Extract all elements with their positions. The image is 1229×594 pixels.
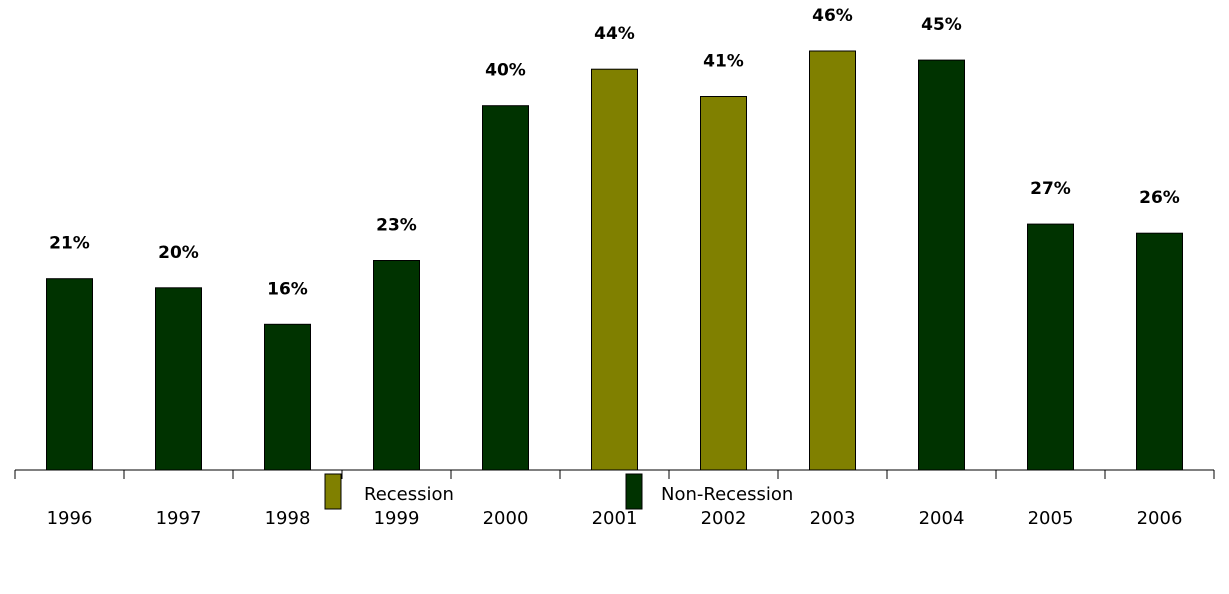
bar-2003 — [809, 50, 856, 471]
tick-label-2000: 2000 — [483, 508, 529, 529]
x-axis-tick-labels: 1996 1997 1998 1999 2000 2001 2002 2003 2004 2005… — [47, 508, 1183, 529]
value-label-1996: 21% — [49, 234, 90, 254]
value-label-2005: 27% — [1030, 179, 1071, 199]
tick-label-1996: 1996 — [47, 508, 93, 529]
value-label-1997: 20% — [158, 243, 199, 263]
bar-2002 — [700, 96, 747, 471]
bar-2004 — [918, 59, 965, 471]
legend-label-recession: Recession — [364, 484, 454, 505]
x-axis-ticks — [14, 470, 1215, 479]
bars-group — [46, 50, 1183, 471]
value-labels-group: 21% 20% 16% 23% 40% 44% 41% 46% 45% 27% 26% — [49, 6, 1180, 299]
value-label-2006: 26% — [1139, 188, 1180, 208]
legend-swatch-non-recession — [625, 473, 643, 510]
bar-2005 — [1027, 223, 1074, 471]
tick-label-2003: 2003 — [810, 508, 856, 529]
value-label-2001: 44% — [594, 24, 635, 44]
tick-label-1999: 1999 — [374, 508, 420, 529]
tick-label-1998: 1998 — [265, 508, 311, 529]
bar-2006 — [1136, 232, 1183, 471]
bar-2001 — [591, 68, 638, 471]
tick-label-1997: 1997 — [156, 508, 202, 529]
bar-2000 — [482, 105, 529, 471]
value-label-1998: 16% — [267, 279, 308, 299]
value-label-2004: 45% — [921, 15, 962, 35]
bar-1997 — [155, 287, 202, 471]
bar-1996 — [46, 278, 93, 471]
tick-label-2005: 2005 — [1028, 508, 1074, 529]
legend: Recession Non-Recession — [324, 473, 793, 510]
value-label-2003: 46% — [812, 6, 853, 26]
bar-1998 — [264, 323, 311, 471]
value-label-2000: 40% — [485, 61, 526, 81]
bar-1999 — [373, 260, 420, 471]
tick-label-2006: 2006 — [1137, 508, 1183, 529]
value-label-1999: 23% — [376, 216, 417, 236]
tick-label-2001: 2001 — [592, 508, 638, 529]
tick-label-2004: 2004 — [919, 508, 965, 529]
tick-label-2002: 2002 — [701, 508, 747, 529]
value-label-2002: 41% — [703, 52, 744, 72]
legend-label-non-recession: Non-Recession — [661, 484, 793, 505]
legend-swatch-recession — [324, 473, 342, 510]
